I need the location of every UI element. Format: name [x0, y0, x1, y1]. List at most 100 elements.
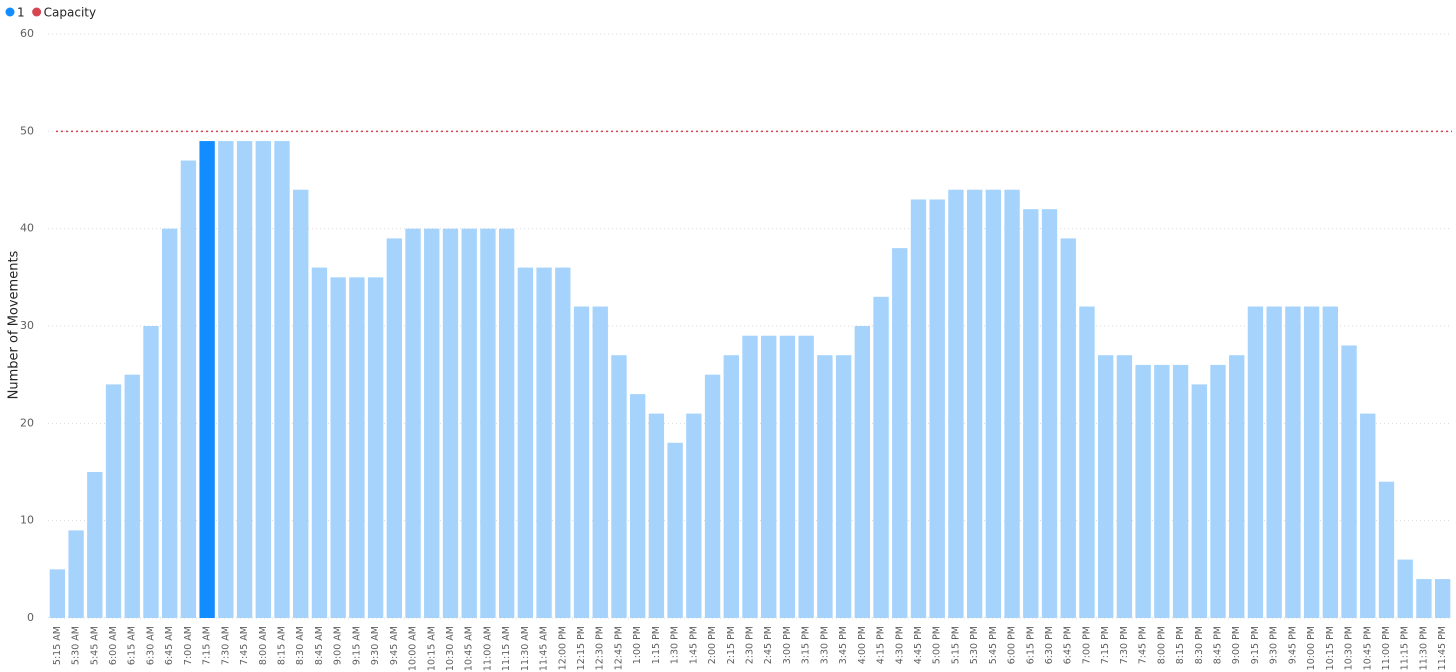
x-tick-label: 8:45 PM: [1213, 626, 1224, 664]
bar: [1416, 579, 1432, 618]
x-tick-label: 5:30 AM: [71, 626, 82, 665]
x-tick-label: 6:00 PM: [1007, 626, 1018, 664]
x-tick-label: 10:30 PM: [1344, 626, 1355, 670]
bar: [461, 228, 477, 618]
bar: [573, 306, 590, 618]
x-tick-label: 4:30 PM: [894, 626, 905, 664]
x-tick-label: 9:30 PM: [1269, 626, 1280, 664]
bar: [536, 267, 552, 618]
bar: [424, 228, 440, 618]
bar: [817, 355, 833, 618]
x-tick-label: 11:00 AM: [482, 626, 493, 671]
bar: [68, 530, 84, 618]
x-tick-label: 3:15 PM: [801, 626, 812, 664]
x-tick-label: 6:00 AM: [108, 626, 119, 665]
x-tick-label: 11:30 AM: [520, 626, 531, 671]
x-tick-label: 9:45 AM: [389, 626, 400, 665]
bar: [1135, 364, 1151, 618]
x-tick-label: 7:15 AM: [202, 626, 213, 665]
x-tick-label: 11:00 PM: [1381, 626, 1392, 670]
bar: [1210, 364, 1226, 618]
bar: [1266, 306, 1282, 618]
bar: [1098, 355, 1114, 618]
bar: [1378, 481, 1395, 618]
bar: [311, 267, 328, 618]
bar: [798, 335, 814, 618]
bar: [1434, 579, 1451, 618]
x-tick-label: 8:00 AM: [258, 626, 269, 665]
x-tick-label: 3:45 PM: [838, 626, 849, 664]
x-tick-label: 12:30 PM: [595, 626, 606, 670]
bar: [667, 442, 683, 618]
x-tick-label: 6:30 PM: [1044, 626, 1055, 664]
bar: [330, 277, 346, 618]
x-tick-label: 7:45 AM: [239, 626, 250, 665]
x-tick-label: 4:00 PM: [857, 626, 868, 664]
bar: [592, 306, 608, 618]
x-tick-label: 1:30 PM: [670, 626, 681, 664]
x-tick-label: 9:00 AM: [333, 626, 344, 665]
bar: [367, 277, 384, 618]
bar: [199, 141, 215, 619]
x-tick-label: 10:00 PM: [1306, 626, 1317, 670]
bar: [1004, 189, 1020, 618]
x-tick-label: 8:15 PM: [1175, 626, 1186, 664]
x-tick-label: 8:30 AM: [295, 626, 306, 665]
legend-marker: [5, 7, 15, 17]
bar: [779, 335, 796, 618]
legend-label: 1: [17, 6, 25, 20]
x-tick-label: 5:15 PM: [950, 626, 961, 664]
bar: [929, 199, 945, 618]
x-tick-label: 10:15 AM: [426, 626, 437, 671]
bar: [1341, 345, 1357, 618]
bar: [892, 248, 908, 618]
legend-label: Capacity: [44, 6, 96, 20]
bar: [498, 228, 515, 618]
bar: [1247, 306, 1264, 618]
bar: [1079, 306, 1095, 618]
x-tick-label: 7:15 PM: [1100, 626, 1111, 664]
y-tick-label: 60: [20, 27, 34, 40]
x-tick-label: 1:15 PM: [651, 626, 662, 664]
x-tick-label: 10:45 AM: [464, 626, 475, 671]
y-tick-label: 30: [20, 319, 34, 332]
bar: [162, 228, 178, 618]
bar: [1285, 306, 1301, 618]
x-tick-label: 9:15 PM: [1250, 626, 1261, 664]
x-tick-label: 9:30 AM: [370, 626, 381, 665]
x-tick-label: 10:15 PM: [1325, 626, 1336, 670]
bar: [517, 267, 534, 618]
x-tick-label: 4:45 PM: [913, 626, 924, 664]
x-tick-label: 5:30 PM: [969, 626, 980, 664]
bar: [442, 228, 459, 618]
bar: [910, 199, 927, 618]
x-tick-label: 2:00 PM: [707, 626, 718, 664]
bar: [143, 326, 159, 618]
bar: [1172, 364, 1189, 618]
x-tick-label: 2:30 PM: [745, 626, 756, 664]
bar: [1060, 238, 1076, 618]
bar: [723, 355, 739, 618]
x-tick-label: 6:45 PM: [1063, 626, 1074, 664]
y-tick-label: 50: [20, 124, 34, 137]
x-tick-label: 8:00 PM: [1156, 626, 1167, 664]
x-tick-label: 7:45 PM: [1138, 626, 1149, 664]
bar: [948, 189, 964, 618]
bar: [105, 384, 122, 618]
x-tick-label: 2:15 PM: [726, 626, 737, 664]
bar: [985, 189, 1002, 618]
bar: [611, 355, 627, 618]
bar: [124, 374, 140, 618]
bar: [1303, 306, 1320, 618]
x-tick-label: 5:45 AM: [89, 626, 100, 665]
x-tick-label: 8:30 PM: [1194, 626, 1205, 664]
x-tick-label: 11:15 PM: [1400, 626, 1411, 670]
bar: [1154, 364, 1170, 618]
x-tick-label: 5:00 PM: [932, 626, 943, 664]
x-tick-label: 7:00 AM: [183, 626, 194, 665]
y-tick-label: 40: [20, 222, 34, 235]
bar: [835, 355, 852, 618]
bar: [873, 296, 889, 618]
x-tick-label: 3:00 PM: [782, 626, 793, 664]
x-tick-label: 8:45 AM: [314, 626, 325, 665]
